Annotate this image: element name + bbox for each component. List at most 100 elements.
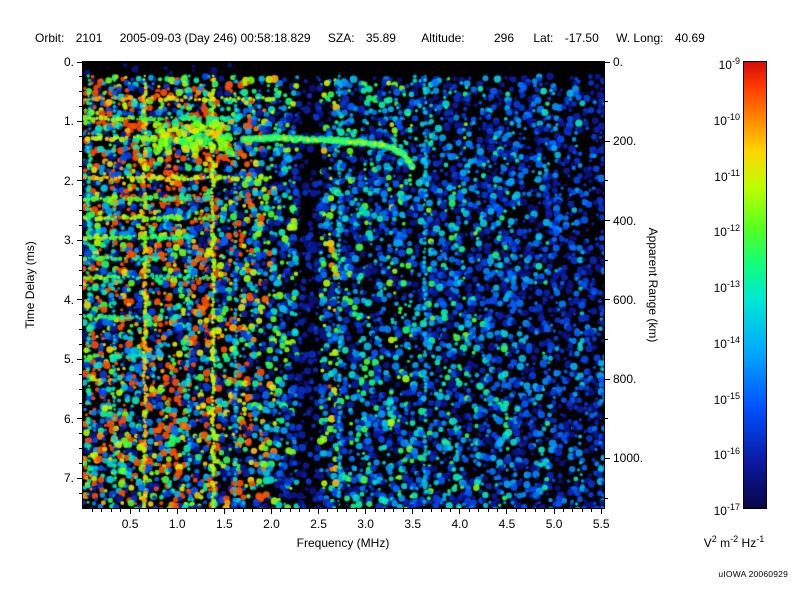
y-minor-tick-left	[79, 388, 82, 390]
x-minor-tick	[289, 509, 291, 512]
y-tick-label-right: 200.	[613, 134, 637, 149]
y-major-tick-left	[77, 299, 82, 301]
x-major-tick	[600, 509, 602, 514]
x-minor-tick	[233, 509, 235, 512]
x-minor-tick	[101, 509, 103, 512]
x-minor-tick	[327, 509, 329, 512]
y-major-tick-left	[77, 61, 82, 63]
y-tick-label-right: 800.	[613, 372, 637, 387]
x-minor-tick	[374, 509, 376, 512]
x-major-tick	[506, 509, 508, 514]
y-tick-label-left: 7.	[63, 471, 74, 486]
y-major-tick-left	[77, 477, 82, 479]
sza-label: SZA:	[327, 31, 355, 45]
y-minor-tick-left	[79, 210, 82, 212]
header-info: Orbit: 2101 2005-09-03 (Day 246) 00:58:1…	[35, 31, 705, 45]
colorbar-tick-label: 10-16	[713, 446, 740, 463]
y-minor-tick-right	[605, 339, 608, 340]
x-tick-label: 3.5	[404, 517, 422, 531]
x-minor-tick	[204, 509, 206, 512]
y-tick-label-left: 1.	[63, 114, 74, 129]
y-tick-label-right: 400.	[613, 213, 637, 228]
x-minor-tick	[572, 509, 574, 512]
y-major-tick-right	[605, 378, 610, 380]
x-minor-tick	[562, 509, 564, 512]
x-tick-label: 4.5	[498, 517, 516, 531]
wlong-value: 40.69	[674, 31, 705, 45]
x-minor-tick	[497, 509, 499, 512]
colorbar-tick-label: 10-13	[713, 279, 740, 295]
x-minor-tick	[195, 509, 197, 512]
y-minor-tick-left	[79, 225, 82, 227]
colorbar-tick-label: 10-11	[714, 167, 740, 184]
colorbar-unit-label: V2 m-2 Hz-1	[703, 534, 765, 550]
y-tick-label-left: 2.	[63, 173, 74, 188]
y-minor-tick-right	[605, 259, 608, 261]
lat-value: -17.50	[564, 31, 599, 45]
y-minor-tick-left	[79, 254, 82, 256]
x-axis-title: Frequency (MHz)	[296, 536, 390, 550]
colorbar-tick-label: 10-12	[713, 223, 740, 240]
y-minor-tick-left	[79, 462, 82, 464]
sza-value: 35.89	[365, 31, 396, 45]
y-major-tick-right	[605, 220, 610, 222]
colorbar-tick-label: 10-14	[713, 334, 740, 351]
x-tick-label: 5.0	[545, 517, 563, 531]
x-minor-tick	[110, 509, 112, 512]
x-major-tick	[553, 509, 555, 514]
x-minor-tick	[478, 509, 480, 512]
x-minor-tick	[214, 509, 216, 512]
y-minor-tick-right	[605, 101, 608, 103]
ionogram-spectrogram-canvas	[83, 62, 604, 508]
y-minor-tick-left	[79, 269, 82, 271]
x-minor-tick	[91, 509, 93, 512]
x-minor-tick	[591, 509, 593, 512]
x-minor-tick	[468, 509, 470, 512]
x-minor-tick	[120, 509, 122, 512]
datetime-value: 2005-09-03 (Day 246) 00:58:18.829	[119, 31, 311, 45]
colorbar	[743, 61, 767, 509]
x-minor-tick	[252, 509, 254, 512]
x-minor-tick	[261, 509, 263, 512]
x-major-tick	[459, 509, 461, 514]
y-major-tick-left	[77, 120, 82, 122]
colorbar-tick-label: 10-17	[713, 502, 740, 518]
x-minor-tick	[402, 509, 404, 512]
y-major-tick-right	[605, 457, 610, 459]
x-minor-tick	[242, 509, 244, 512]
y-minor-tick-left	[79, 195, 82, 197]
x-minor-tick	[157, 509, 159, 512]
ionogram-plot-area	[82, 61, 605, 509]
orbit-label: Orbit:	[35, 31, 65, 45]
x-minor-tick	[581, 509, 583, 512]
y-minor-tick-right	[605, 497, 608, 499]
y-tick-label-left: 4.	[63, 292, 74, 307]
x-minor-tick	[440, 509, 442, 512]
orbit-value: 2101	[75, 31, 103, 45]
y-minor-tick-right	[605, 418, 608, 420]
x-major-tick	[365, 509, 367, 514]
x-minor-tick	[167, 509, 169, 512]
x-minor-tick	[421, 509, 423, 512]
x-major-tick	[129, 509, 131, 514]
x-minor-tick	[299, 509, 301, 512]
x-minor-tick	[139, 509, 141, 512]
x-minor-tick	[515, 509, 517, 512]
x-minor-tick	[393, 509, 395, 512]
x-minor-tick	[355, 509, 357, 512]
x-minor-tick	[280, 509, 282, 512]
y-tick-label-left: 5.	[63, 352, 74, 367]
x-minor-tick	[336, 509, 338, 512]
x-tick-label: 4.0	[451, 517, 469, 531]
x-minor-tick	[431, 509, 433, 512]
y-minor-tick-left	[79, 150, 82, 152]
y-minor-tick-left	[79, 373, 82, 375]
y-major-tick-left	[77, 418, 82, 420]
y-minor-tick-left	[79, 448, 82, 450]
x-tick-label: 1.5	[215, 517, 233, 531]
y-minor-tick-left	[79, 403, 82, 405]
y-minor-tick-left	[79, 284, 82, 286]
y-tick-label-left: 3.	[63, 233, 74, 248]
altitude-label: Altitude:	[421, 31, 465, 45]
